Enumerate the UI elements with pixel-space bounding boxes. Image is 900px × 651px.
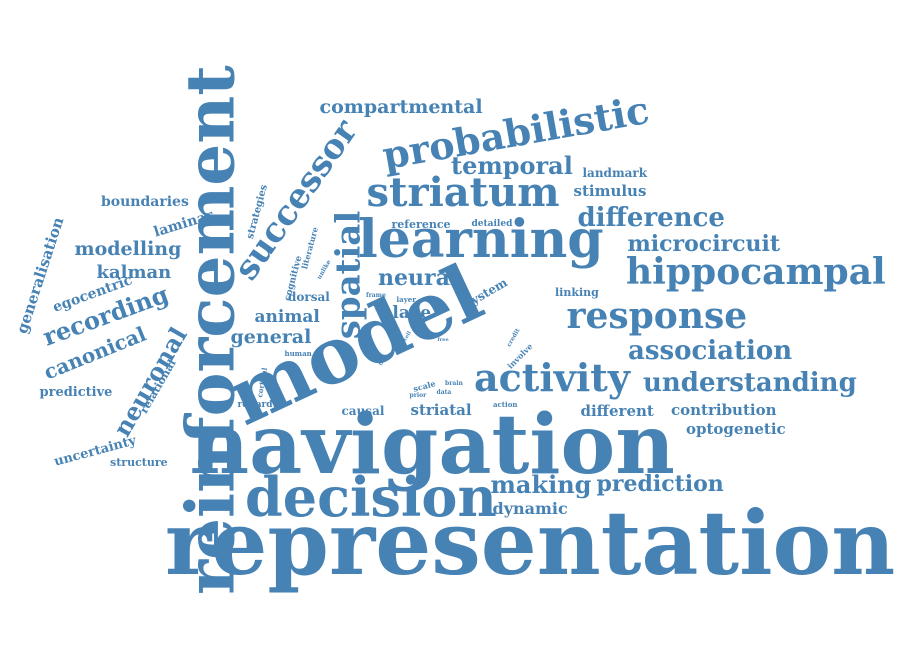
word-detailed: detailed [471, 218, 513, 229]
word-prediction: prediction [596, 471, 724, 497]
word-free: free [437, 336, 449, 343]
word-contribution: contribution [671, 400, 777, 419]
word-modelling: modelling [74, 237, 182, 260]
word-navigation: navigation [189, 397, 675, 493]
word-predictive: predictive [39, 384, 113, 400]
word-boundaries: boundaries [101, 194, 189, 210]
word-difference: difference [577, 203, 725, 233]
word-literature: literature [298, 225, 320, 271]
word-prior: prior [409, 392, 427, 399]
word-data: data [436, 389, 452, 396]
word-hippocampal: hippocampal [626, 251, 886, 293]
word-spatial: spatial [327, 210, 368, 340]
word-causal: causal [341, 404, 385, 418]
word-decision: decision [245, 465, 497, 529]
word-striatal: striatal [410, 400, 472, 419]
word-layer: layer [396, 294, 416, 304]
word-mas: mas [386, 326, 400, 333]
word-representation: representation [165, 491, 896, 595]
word-response: response [566, 295, 748, 337]
word-general: general [230, 325, 312, 348]
word-reference: reference [391, 217, 451, 231]
word-temporal: temporal [451, 151, 573, 180]
word-landmark: landmark [582, 166, 648, 180]
word-scale: scale [411, 378, 437, 394]
word-brain: brain [445, 380, 463, 387]
word-action: action [493, 399, 518, 409]
word-microcircuit: microcircuit [627, 231, 781, 257]
word-optogenetic: optogenetic [686, 419, 786, 438]
word-animal: animal [254, 306, 320, 327]
word-dorsal: dorsal [288, 290, 330, 304]
word-credit: credit [505, 327, 522, 349]
word-understanding: understanding [643, 368, 857, 398]
word-stimulus: stimulus [573, 181, 647, 200]
word-activity: activity [474, 355, 630, 400]
word-structure: structure [110, 455, 168, 469]
word-human: human [284, 348, 312, 358]
word-linking: linking [555, 285, 599, 299]
word-different: different [580, 401, 654, 420]
word-making: making [490, 470, 592, 499]
word-reward: reward [237, 399, 273, 410]
word-compartmental: compartmental [319, 95, 483, 118]
word-dynamic: dynamic [492, 499, 568, 518]
word-kalman: kalman [96, 262, 172, 283]
word-frame: frame [366, 292, 386, 299]
word-association: association [628, 336, 793, 366]
word-place: place [380, 302, 432, 323]
word-neural: neural [378, 265, 459, 291]
word-learning: learning [358, 209, 604, 270]
word-striatum: striatum [366, 169, 560, 216]
